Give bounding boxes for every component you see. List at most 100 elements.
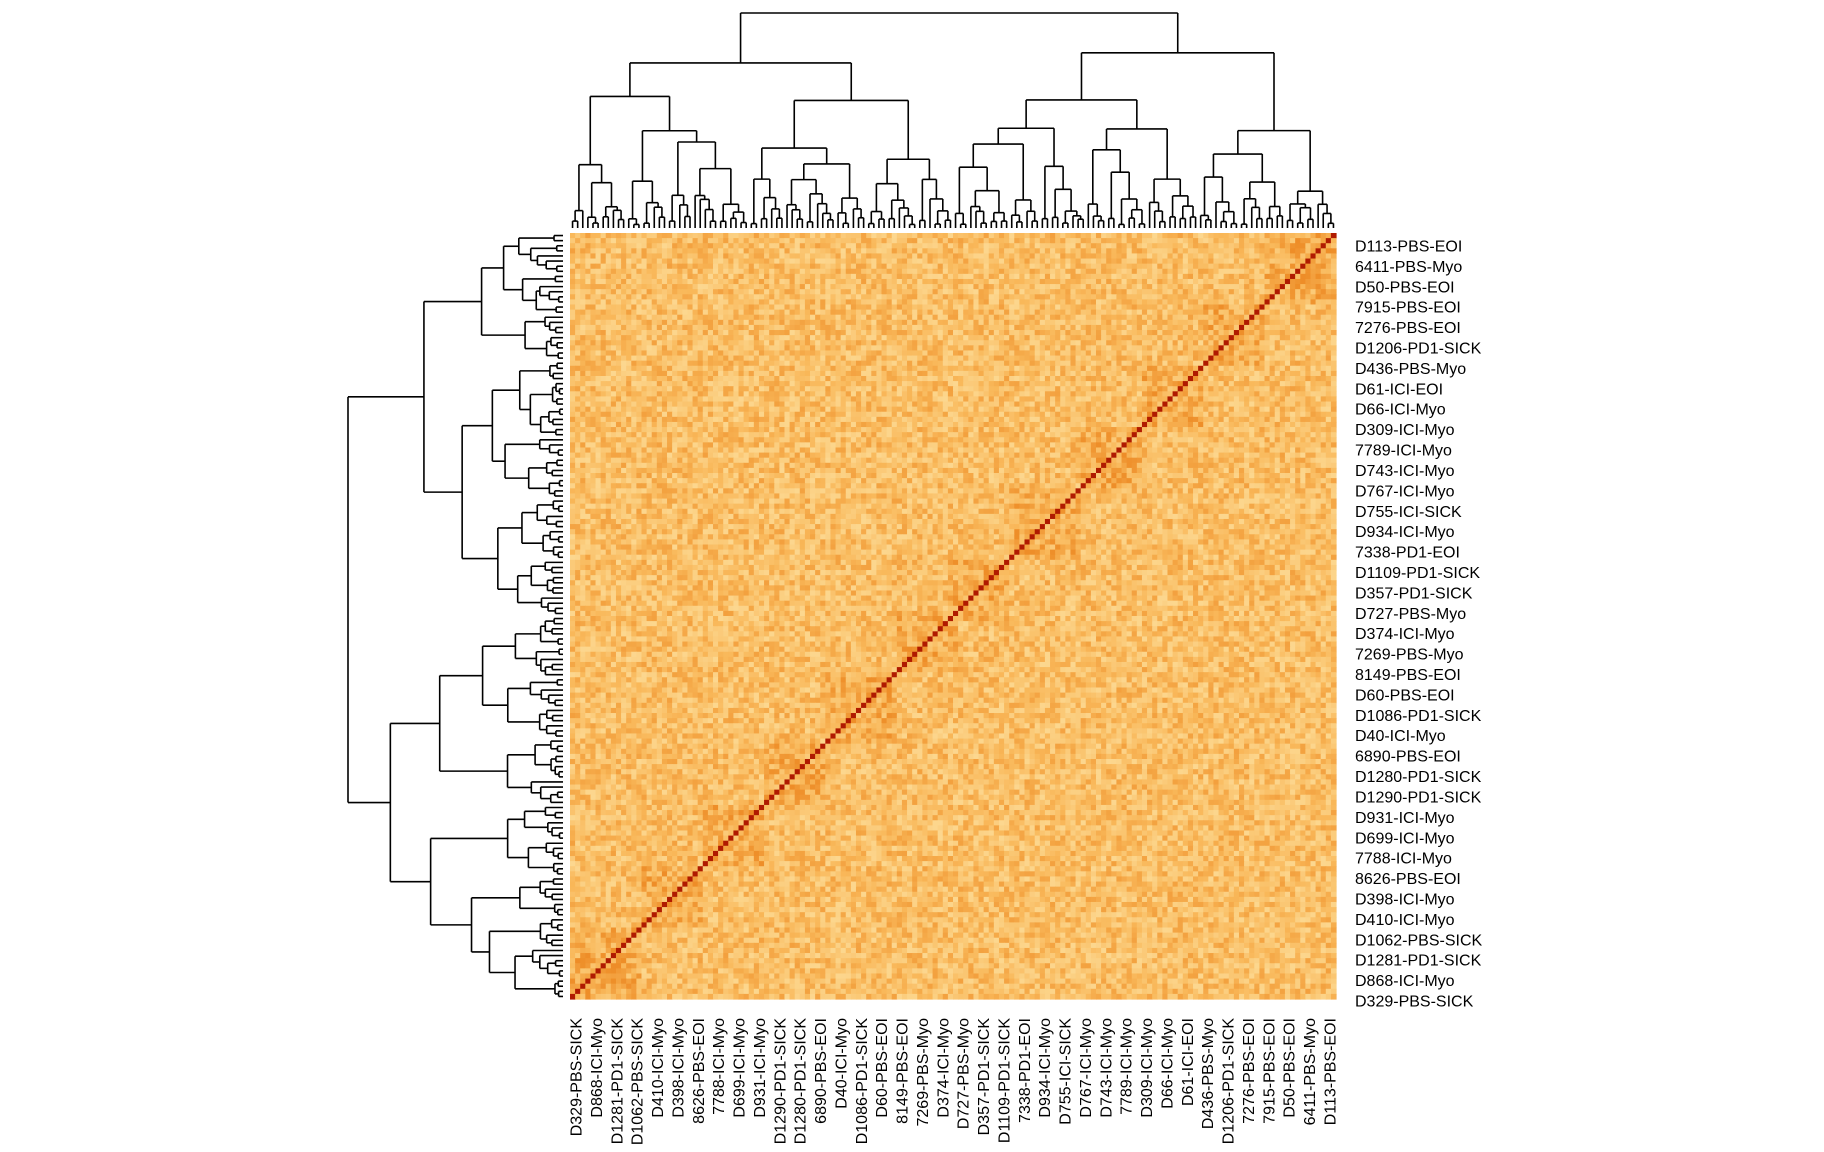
heatmap-cell — [667, 248, 673, 255]
heatmap-cell — [794, 294, 801, 300]
heatmap-cell — [687, 340, 694, 346]
heatmap-cell — [830, 355, 837, 362]
heatmap-cell — [917, 284, 923, 290]
heatmap-cell — [1182, 391, 1189, 398]
heatmap-cell — [1208, 304, 1215, 311]
heatmap-cell — [810, 304, 816, 311]
heatmap-cell — [733, 350, 740, 357]
heatmap-cell — [1233, 386, 1240, 392]
heatmap-cell — [861, 319, 867, 326]
heatmap-cell — [610, 350, 617, 357]
heatmap-cell — [667, 381, 673, 387]
heatmap-cell — [810, 309, 816, 316]
heatmap-cell — [753, 273, 760, 280]
heatmap-cell — [1259, 396, 1266, 403]
heatmap-cell — [661, 284, 668, 290]
heatmap-cell — [1126, 381, 1133, 387]
heatmap-cell — [1238, 278, 1245, 285]
heatmap-cell — [947, 253, 954, 260]
heatmap-cell — [656, 396, 663, 403]
heatmap-cell — [993, 314, 1000, 321]
heatmap-cell — [1315, 289, 1322, 295]
heatmap-cell — [656, 319, 663, 326]
heatmap-cell — [575, 401, 581, 408]
heatmap-cell — [1095, 381, 1102, 387]
heatmap-cell — [1213, 370, 1220, 377]
heatmap-cell — [774, 381, 780, 387]
heatmap-cell — [1039, 309, 1046, 316]
heatmap-cell — [636, 324, 643, 331]
heatmap-cell — [1264, 253, 1271, 260]
heatmap-cell — [1223, 365, 1230, 372]
heatmap-cell — [1085, 258, 1092, 265]
heatmap-cell — [667, 319, 673, 326]
heatmap-cell — [1279, 263, 1286, 270]
heatmap-cell — [774, 253, 780, 260]
heatmap-cell — [784, 284, 791, 290]
heatmap-cell — [815, 335, 821, 341]
heatmap-cell — [1050, 284, 1056, 290]
heatmap-cell — [661, 360, 668, 367]
heatmap-cell — [912, 355, 918, 362]
heatmap-cell — [1039, 360, 1046, 367]
heatmap-cell — [626, 375, 632, 382]
heatmap-cell — [1310, 335, 1317, 341]
heatmap-cell — [1019, 330, 1026, 336]
heatmap-cell — [1187, 324, 1194, 331]
heatmap-cell — [1223, 233, 1230, 239]
heatmap-cell — [850, 248, 857, 255]
heatmap-cell — [1244, 365, 1250, 372]
heatmap-cell — [621, 370, 627, 377]
heatmap-cell — [896, 289, 903, 295]
heatmap-cell — [570, 340, 576, 346]
heatmap-cell — [1274, 386, 1281, 392]
heatmap-cell — [626, 345, 632, 352]
heatmap-cell — [810, 370, 816, 377]
heatmap-cell — [947, 268, 954, 275]
heatmap-cell — [1172, 355, 1179, 362]
heatmap-cell — [963, 386, 969, 392]
heatmap-cell — [855, 360, 862, 367]
heatmap-cell — [728, 243, 735, 249]
heatmap-cell — [621, 330, 627, 336]
heatmap-cell — [687, 268, 694, 275]
heatmap-cell — [1264, 248, 1271, 255]
heatmap-cell — [1284, 268, 1291, 275]
heatmap-cell — [932, 248, 939, 255]
heatmap-cell — [810, 238, 816, 244]
heatmap-cell — [953, 370, 959, 377]
heatmap-cell — [1152, 263, 1158, 270]
heatmap-cell — [580, 401, 586, 408]
heatmap-cell — [998, 350, 1005, 357]
heatmap-cell — [937, 360, 944, 367]
heatmap-cell — [692, 253, 699, 260]
heatmap-cell — [917, 340, 923, 346]
heatmap-cell — [687, 243, 694, 249]
heatmap-cell — [626, 401, 632, 408]
heatmap-cell — [1004, 289, 1010, 295]
heatmap-cell — [947, 299, 954, 306]
heatmap-cell — [1106, 386, 1112, 392]
heatmap-cell — [636, 396, 643, 403]
heatmap-cell — [993, 375, 1000, 382]
heatmap-cell — [1295, 243, 1301, 249]
heatmap-cell — [672, 324, 678, 331]
heatmap-cell — [825, 284, 832, 290]
heatmap-cell — [723, 278, 729, 285]
heatmap-cell — [1157, 238, 1163, 244]
heatmap-cell — [1055, 314, 1061, 321]
heatmap-cell — [1147, 273, 1153, 280]
heatmap-cell — [855, 253, 862, 260]
heatmap-cell — [1172, 268, 1179, 275]
heatmap-cell — [728, 299, 735, 306]
heatmap-cell — [1106, 248, 1112, 255]
heatmap-cell — [641, 263, 648, 270]
heatmap-cell — [840, 258, 847, 265]
heatmap-cell — [656, 289, 663, 295]
heatmap-cell — [774, 396, 780, 403]
heatmap-cell — [937, 299, 944, 306]
heatmap-cell — [840, 319, 847, 326]
heatmap-cell — [958, 319, 964, 326]
heatmap-cell — [1121, 258, 1128, 265]
heatmap-cell — [1167, 350, 1174, 357]
